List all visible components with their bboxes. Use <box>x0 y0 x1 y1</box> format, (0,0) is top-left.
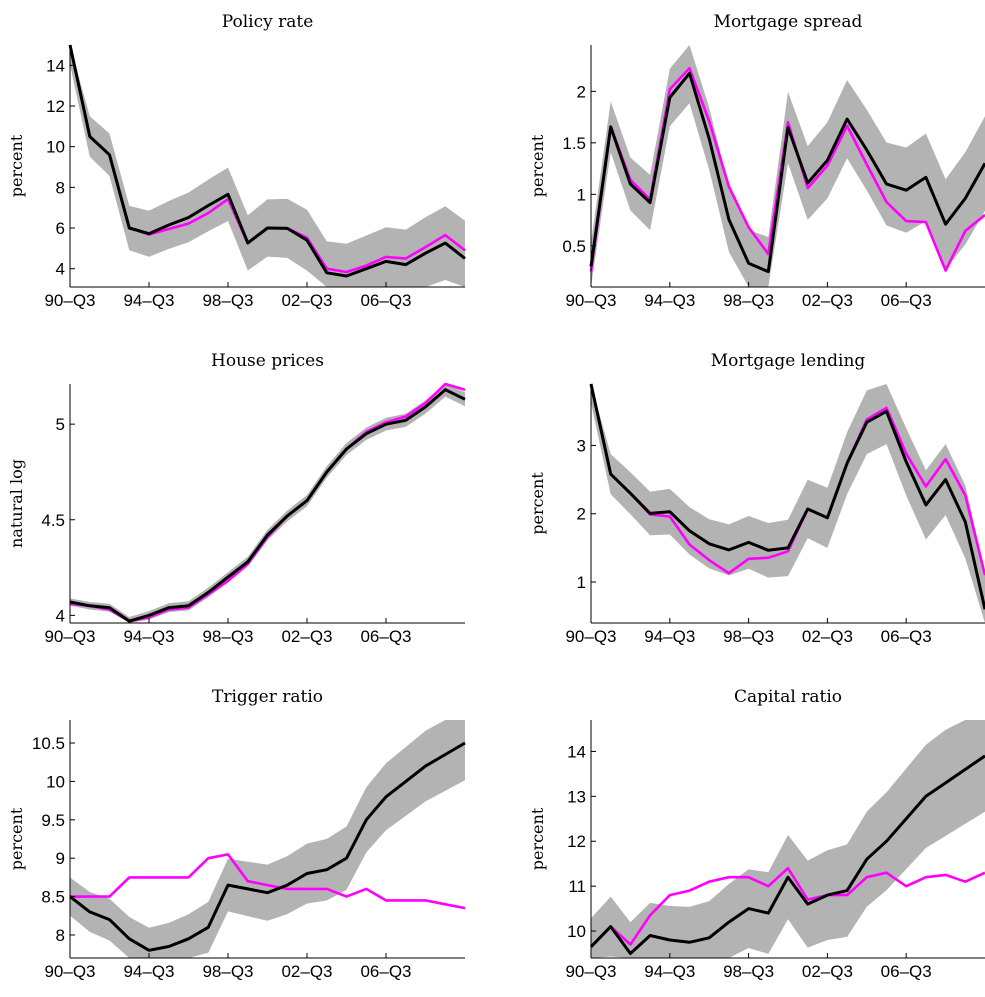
y-tick-label: 9 <box>56 849 65 868</box>
y-tick-label: 14 <box>46 56 65 75</box>
y-tick-label: 11 <box>568 877 586 896</box>
x-tick-label: 06–Q3 <box>360 627 411 646</box>
y-tick-label: 13 <box>567 787 586 806</box>
model-series-line <box>589 754 985 955</box>
y-tick-label: 8 <box>56 926 65 945</box>
model-series-line <box>69 741 466 952</box>
y-axis-label: percent <box>7 807 26 870</box>
x-tick-label: 02–Q3 <box>281 627 332 646</box>
panel-title: Policy rate <box>222 12 314 32</box>
panel-mortgage-spread: 0.5 1 1.5 2 90–Q3 94–Q3 98–Q3 02–Q3 06–Q3 Mortgag… <box>528 12 985 310</box>
x-tick-label: 90–Q3 <box>565 962 616 981</box>
x-tick-label: 94–Q3 <box>123 962 174 981</box>
y-tick-label: 10 <box>46 772 65 791</box>
panel-title: Trigger ratio <box>212 687 323 707</box>
y-tick-label: 14 <box>567 742 586 761</box>
y-tick-label: 12 <box>46 97 65 116</box>
y-tick-label: 4 <box>56 260 65 279</box>
x-tick-label: 90–Q3 <box>565 627 616 646</box>
panel-title: Capital ratio <box>734 687 842 707</box>
x-tick-label: 98–Q3 <box>723 962 774 981</box>
y-tick-label: 2 <box>577 505 586 524</box>
x-tick-label: 98–Q3 <box>723 627 774 646</box>
panel-policy-rate: 4 6 8 10 12 14 90–Q3 94–Q3 98–Q3 02–Q3 06–Q3 Policy… <box>7 12 466 310</box>
confidence-band <box>70 720 465 958</box>
x-tick-label: 94–Q3 <box>644 627 695 646</box>
x-tick-label: 94–Q3 <box>123 627 174 646</box>
model-series-line <box>589 383 985 610</box>
data-series-line <box>590 866 985 948</box>
y-tick-label: 1 <box>577 573 586 592</box>
panel-title: Mortgage spread <box>714 12 863 32</box>
x-tick-label: 90–Q3 <box>565 291 616 310</box>
y-tick-label: 9.5 <box>41 811 65 830</box>
x-tick-label: 06–Q3 <box>360 291 411 310</box>
x-tick-label: 02–Q3 <box>802 627 853 646</box>
x-tick-label: 02–Q3 <box>281 962 332 981</box>
y-tick-label: 6 <box>56 219 65 238</box>
y-tick-label: 10 <box>567 922 586 941</box>
panel-house-prices: 4 4.5 5 90–Q3 94–Q3 98–Q3 02–Q3 06–Q3 House pric… <box>7 351 466 646</box>
confidence-band <box>70 45 465 287</box>
x-tick-label: 06–Q3 <box>881 627 932 646</box>
data-series-line <box>70 853 466 910</box>
x-tick-label: 06–Q3 <box>360 962 411 981</box>
x-tick-label: 90–Q3 <box>44 627 95 646</box>
panel-mortgage-lending: 1 2 3 90–Q3 94–Q3 98–Q3 02–Q3 06–Q3 Mortgage len… <box>528 351 985 646</box>
y-tick-label: 8.5 <box>41 888 65 907</box>
y-tick-label: 2 <box>577 82 586 101</box>
x-tick-label: 02–Q3 <box>281 291 332 310</box>
y-axis-label: percent <box>528 472 547 535</box>
x-tick-label: 94–Q3 <box>123 291 174 310</box>
x-tick-label: 98–Q3 <box>202 291 253 310</box>
model-series-line <box>68 44 466 278</box>
x-tick-label: 02–Q3 <box>802 962 853 981</box>
y-tick-label: 12 <box>567 832 586 851</box>
panel-title: House prices <box>211 351 324 371</box>
confidence-band <box>591 720 985 958</box>
y-axis-label: natural log <box>7 459 26 548</box>
y-tick-label: 0.5 <box>562 237 586 256</box>
confidence-band <box>591 45 985 287</box>
x-tick-label: 06–Q3 <box>881 962 932 981</box>
x-tick-label: 90–Q3 <box>44 962 95 981</box>
y-axis-label: percent <box>528 807 547 870</box>
panel-capital-ratio: 10 11 12 13 14 90–Q3 94–Q3 98–Q3 02–Q3 06–Q3 Capit… <box>528 687 985 981</box>
y-tick-label: 4 <box>56 606 65 625</box>
y-tick-label: 3 <box>577 436 586 455</box>
model-series-line <box>589 71 985 274</box>
y-tick-label: 1.5 <box>562 134 586 153</box>
x-tick-label: 02–Q3 <box>802 291 853 310</box>
y-tick-label: 10.5 <box>32 734 65 753</box>
y-axis-label: percent <box>528 134 547 197</box>
x-tick-label: 90–Q3 <box>44 291 95 310</box>
confidence-band <box>591 384 985 623</box>
y-tick-label: 5 <box>56 415 65 434</box>
x-tick-label: 98–Q3 <box>202 627 253 646</box>
x-tick-label: 94–Q3 <box>644 291 695 310</box>
y-tick-label: 8 <box>56 178 65 197</box>
panel-trigger-ratio: 8 8.5 9 9.5 10 10.5 90–Q3 94–Q3 98–Q3 02–Q3 06–Q3 T… <box>7 687 466 981</box>
x-tick-label: 98–Q3 <box>723 291 774 310</box>
y-tick-label: 10 <box>46 138 65 157</box>
data-series-line <box>589 383 985 576</box>
y-tick-label: 4.5 <box>41 511 65 530</box>
y-axis-label: percent <box>7 134 26 197</box>
model-series-line <box>69 388 466 623</box>
x-tick-label: 94–Q3 <box>644 962 695 981</box>
y-tick-label: 1 <box>577 185 586 204</box>
x-tick-label: 98–Q3 <box>202 962 253 981</box>
panel-title: Mortgage lending <box>711 351 866 371</box>
x-tick-label: 06–Q3 <box>881 291 932 310</box>
